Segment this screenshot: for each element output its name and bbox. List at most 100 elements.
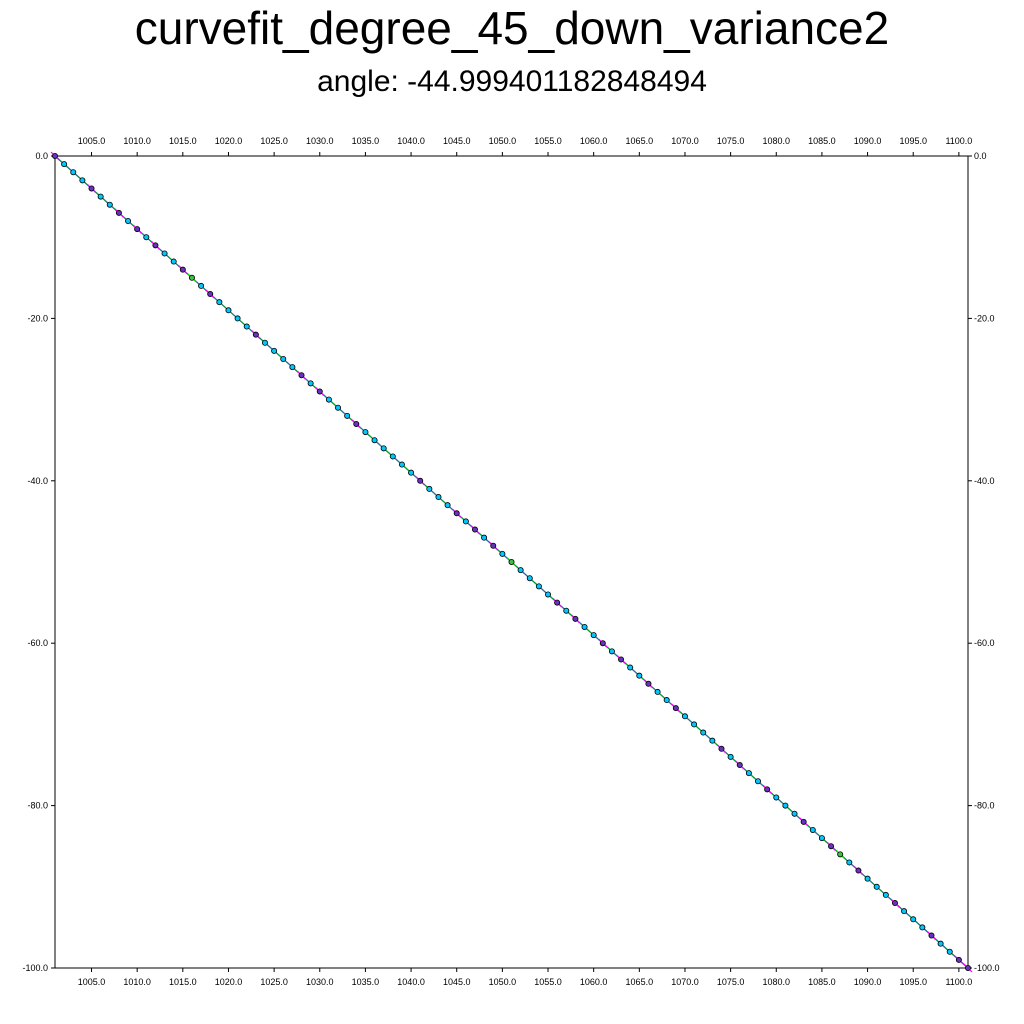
data-point (727, 753, 734, 760)
axes-layer: 1005.0 1005.0 1010.0 1010.0 1015.0 1015.0 1020… (22, 136, 999, 987)
data-point (316, 388, 323, 395)
data-point (791, 810, 798, 817)
y-tick-label-left: -100.0 (22, 963, 48, 973)
chart-title: curvefit_degree_45_down_variance2 (134, 2, 890, 54)
x-tick-label-bottom: 1070.0 (671, 977, 699, 987)
data-point (353, 420, 360, 427)
x-tick-label-top: 1085.0 (808, 136, 836, 146)
x-tick-label-top: 1060.0 (580, 136, 608, 146)
data-point (937, 940, 944, 947)
data-point (700, 729, 707, 736)
data-point (554, 599, 561, 606)
x-tick-label-top: 1015.0 (169, 136, 197, 146)
x-tick-label-bottom: 1015.0 (169, 977, 197, 987)
x-tick-label-bottom: 1100.0 (945, 977, 972, 987)
data-point (891, 900, 898, 907)
chart-subtitle: angle: -44.999401182848494 (317, 65, 707, 98)
data-point (52, 152, 59, 159)
x-tick-label-top: 1100.0 (945, 136, 972, 146)
data-point (526, 575, 533, 582)
x-tick-label-bottom: 1025.0 (260, 977, 288, 987)
data-point (380, 445, 387, 452)
data-point (307, 380, 314, 387)
data-point (188, 274, 195, 281)
data-point (818, 835, 825, 842)
data-point (481, 534, 488, 541)
data-point (736, 762, 743, 769)
y-tick-label-left: -60.0 (27, 638, 48, 648)
y-tick-label-right: -80.0 (974, 801, 995, 811)
x-tick-label-top: 1010.0 (123, 136, 151, 146)
x-tick-label-top: 1065.0 (626, 136, 654, 146)
data-point (499, 550, 506, 557)
data-point (663, 697, 670, 704)
x-tick-label-bottom: 1090.0 (854, 977, 882, 987)
data-point (435, 494, 442, 501)
data-point (325, 396, 332, 403)
data-point (901, 908, 908, 915)
y-tick-label-right: -40.0 (974, 476, 995, 486)
data-point (864, 875, 871, 882)
x-tick-label-top: 1090.0 (854, 136, 882, 146)
y-tick-label-right: -100.0 (974, 963, 1000, 973)
data-point (965, 965, 972, 972)
x-tick-label-top: 1035.0 (352, 136, 380, 146)
x-tick-label-bottom: 1060.0 (580, 977, 608, 987)
data-point (882, 891, 889, 898)
x-tick-label-top: 1070.0 (671, 136, 699, 146)
x-tick-label-bottom: 1085.0 (808, 977, 836, 987)
data-point (417, 477, 424, 484)
data-point (627, 664, 634, 671)
x-tick-label-bottom: 1040.0 (397, 977, 425, 987)
x-tick-label-top: 1005.0 (78, 136, 106, 146)
x-tick-label-top: 1025.0 (260, 136, 288, 146)
data-point (389, 453, 396, 460)
y-tick-label-right: -20.0 (974, 313, 995, 323)
data-point (581, 623, 588, 630)
x-tick-label-bottom: 1045.0 (443, 977, 471, 987)
x-tick-label-bottom: 1050.0 (489, 977, 517, 987)
data-point (508, 559, 515, 566)
data-point (261, 339, 268, 346)
x-tick-label-top: 1050.0 (489, 136, 517, 146)
x-tick-label-bottom: 1020.0 (215, 977, 243, 987)
data-point (718, 745, 725, 752)
data-point (161, 250, 168, 257)
data-point (755, 778, 762, 785)
y-tick-label-right: 0.0 (974, 151, 987, 161)
x-tick-label-bottom: 1065.0 (626, 977, 654, 987)
y-tick-label-right: -60.0 (974, 638, 995, 648)
y-tick-label-left: 0.0 (35, 151, 48, 161)
x-tick-label-bottom: 1010.0 (123, 977, 151, 987)
data-point (115, 209, 122, 216)
data-point (207, 291, 214, 298)
data-point (88, 185, 95, 192)
data-point (280, 355, 287, 362)
x-tick-label-bottom: 1075.0 (717, 977, 745, 987)
data-point (179, 266, 186, 273)
data-point (344, 412, 351, 419)
data-point (910, 916, 917, 923)
data-point (170, 258, 177, 265)
y-tick-label-left: -80.0 (27, 801, 48, 811)
data-point (828, 843, 835, 850)
data-point (134, 226, 141, 233)
y-tick-label-left: -40.0 (27, 476, 48, 486)
data-point (216, 299, 223, 306)
data-point (809, 826, 816, 833)
x-tick-label-top: 1040.0 (397, 136, 425, 146)
data-point (681, 713, 688, 720)
data-point (271, 347, 278, 354)
y-tick-label-left: -20.0 (27, 313, 48, 323)
data-point (709, 737, 716, 744)
data-point (453, 510, 460, 517)
x-tick-label-top: 1080.0 (763, 136, 791, 146)
x-tick-label-bottom: 1035.0 (352, 977, 380, 987)
data-point (408, 469, 415, 476)
data-point (335, 404, 342, 411)
data-point (234, 315, 241, 322)
data-point (745, 770, 752, 777)
data-point (837, 851, 844, 858)
data-point (152, 242, 159, 249)
